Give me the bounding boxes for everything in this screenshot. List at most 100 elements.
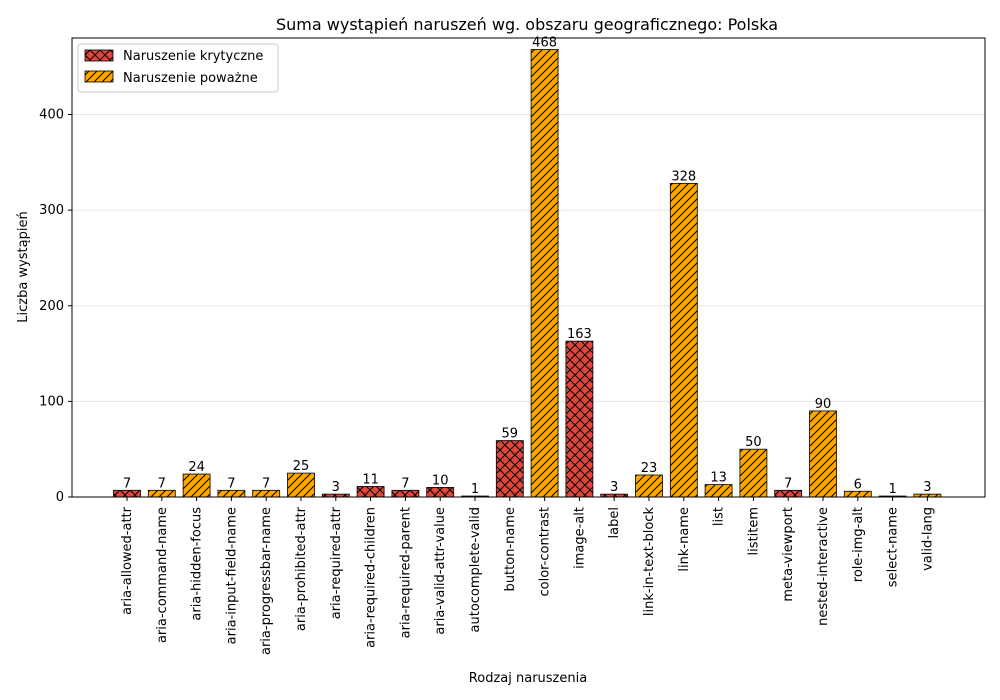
- plot-frame: [71, 37, 986, 498]
- legend-box: [77, 43, 279, 93]
- bar: [704, 484, 733, 498]
- x-tick-label: aria-hidden-focus: [190, 507, 205, 621]
- bar-hatch: [809, 410, 837, 497]
- x-tick-label: meta-viewport: [781, 507, 796, 602]
- bar-hatch: [252, 490, 280, 497]
- bar: [669, 182, 698, 498]
- x-tick-label: aria-command-name: [155, 507, 170, 643]
- bar-value-label: 10: [432, 473, 449, 488]
- bar-value-label: 1: [888, 482, 896, 497]
- bar-hatch: [565, 341, 593, 497]
- x-tick-label: role-img-alt: [851, 507, 866, 582]
- bar-value-label: 163: [567, 327, 592, 342]
- bar-hatch: [496, 440, 524, 497]
- bar-value-label: 7: [401, 476, 409, 491]
- bar-value-label: 59: [502, 427, 519, 442]
- y-tick-label: 0: [56, 490, 64, 505]
- bar-value-label: 7: [784, 476, 792, 491]
- bar-value-label: 7: [227, 476, 235, 491]
- bar: [565, 340, 594, 498]
- bar-hatch: [322, 494, 350, 497]
- bar-hatch: [217, 490, 245, 497]
- bar-hatch: [635, 475, 663, 497]
- x-tick-label: listitem: [746, 507, 761, 555]
- x-tick-label: link-in-text-block: [642, 507, 657, 617]
- bar-value-label: 1: [471, 482, 479, 497]
- bar-hatch: [844, 491, 872, 497]
- bar-hatch: [357, 486, 385, 497]
- x-tick-label: aria-required-attr: [329, 506, 344, 619]
- chart-title: Suma wystąpień naruszeń wg. obszaru geog…: [276, 15, 778, 34]
- bar-hatch: [705, 484, 733, 497]
- x-tick-label: aria-required-children: [364, 507, 379, 648]
- x-tick-label: select-name: [886, 507, 901, 587]
- x-tick-label: aria-required-parent: [398, 507, 413, 638]
- bar-value-label: 468: [532, 35, 557, 50]
- x-tick-label: list: [712, 507, 727, 526]
- bar-value-label: 3: [610, 480, 618, 495]
- bars: [113, 49, 942, 498]
- legend-swatch-serious-hatch: [85, 71, 113, 82]
- bar: [635, 474, 663, 498]
- y-tick-label: 400: [39, 108, 64, 123]
- y-tick-label: 200: [39, 299, 64, 314]
- legend-swatch-critical-hatch: [85, 50, 113, 61]
- y-axis: 0 100 200 300 400: [39, 108, 72, 505]
- bar: [287, 472, 315, 498]
- bar-hatch: [148, 490, 176, 497]
- legend-label-critical: Naruszenie krytyczne: [123, 49, 263, 64]
- bar-hatch: [913, 494, 941, 497]
- bar-value-label: 50: [745, 435, 762, 450]
- x-tick-label: aria-allowed-attr: [120, 506, 135, 614]
- x-tick-label: image-alt: [572, 507, 587, 569]
- bar-value-label: 3: [332, 480, 340, 495]
- bar-value-label: 7: [262, 476, 270, 491]
- x-axis: aria-allowed-attr aria-command-name aria-h…: [120, 497, 935, 655]
- x-tick-label: nested-interactive: [816, 507, 831, 626]
- bar-hatch: [531, 49, 559, 497]
- x-tick-label: color-contrast: [538, 507, 553, 597]
- bar-hatch: [391, 490, 419, 497]
- x-tick-label: button-name: [503, 507, 518, 591]
- bar-hatch: [183, 474, 211, 497]
- bar: [530, 49, 559, 498]
- bar: [495, 440, 524, 498]
- bar-hatch: [670, 183, 698, 497]
- x-axis-label: Rodzaj naruszenia: [469, 671, 587, 686]
- bar-hatch: [287, 473, 315, 497]
- x-tick-label: aria-input-field-name: [224, 507, 239, 644]
- bar-value-label: 6: [854, 477, 862, 492]
- bar-value-label: 11: [362, 472, 379, 487]
- bar-value-label: 90: [815, 397, 832, 412]
- bar-value-label: 7: [123, 476, 131, 491]
- x-tick-label: aria-valid-attr-value: [433, 507, 448, 635]
- bar-value-label: 328: [671, 169, 696, 184]
- y-tick-label: 100: [39, 394, 64, 409]
- bar-value-label: 7: [158, 476, 166, 491]
- x-tick-label: autocomplete-valid: [468, 507, 483, 632]
- bar: [739, 448, 768, 498]
- bar: [809, 410, 837, 498]
- legend-label-serious: Naruszenie poważne: [123, 71, 258, 86]
- bar-hatch: [774, 490, 802, 497]
- x-tick-label: aria-progressbar-name: [259, 507, 274, 655]
- x-tick-label: link-name: [677, 507, 692, 572]
- legend: Naruszenie krytyczne Naruszenie poważne: [77, 43, 279, 93]
- bar-value-label: 23: [641, 461, 658, 476]
- x-tick-label: valid-lang: [920, 507, 935, 571]
- x-tick-label: aria-prohibited-attr: [294, 506, 309, 631]
- y-tick-label: 300: [39, 203, 64, 218]
- bar-value-label: 24: [188, 460, 205, 475]
- bar: [426, 487, 455, 498]
- y-axis-label: Liczba wystąpień: [16, 211, 31, 322]
- bar-value-label: 13: [710, 471, 727, 486]
- bar-value-label: 25: [293, 459, 310, 474]
- bar: [182, 473, 211, 498]
- bar-value-label: 3: [923, 480, 931, 495]
- bar-hatch: [113, 490, 141, 497]
- bar: [356, 486, 385, 498]
- bar-hatch: [739, 449, 767, 497]
- bar-hatch: [426, 487, 454, 497]
